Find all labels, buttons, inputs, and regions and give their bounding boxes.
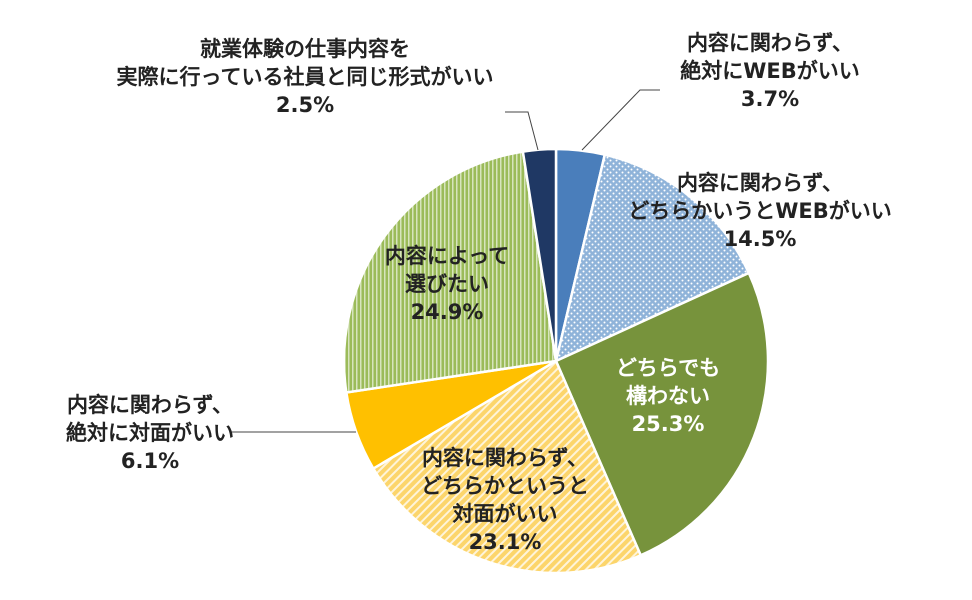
slice-label-text: 実際に行っている社員と同じ形式がいい — [117, 65, 494, 89]
slice-label-text: 就業体験の仕事内容を — [200, 37, 410, 61]
slice-label-lean-web: 内容に関わらず、どちらかいうとWEBがいい 14.5% — [628, 171, 892, 251]
pie-slice-either — [554, 271, 770, 557]
pie-slice-same-as-staff — [521, 147, 558, 362]
pie-slice-lean-face — [371, 359, 643, 575]
pie-slice-lean-web — [554, 153, 751, 364]
pie-slice-by-content — [342, 150, 558, 394]
slice-label-text: 内容に関わらず、 — [67, 393, 233, 417]
slice-label-web-absolute: 内容に関わらず、絶対にWEBがいい 3.7% — [680, 31, 860, 111]
slice-value-label: 3.7% — [741, 87, 799, 111]
slice-label-text: 内容によって — [385, 244, 509, 268]
slice-label-text: 絶対にWEBがいい — [680, 59, 860, 83]
slice-label-text: 構わない — [626, 384, 710, 408]
slice-value-label: 2.5% — [276, 93, 334, 117]
slice-value-label: 23.1% — [469, 530, 542, 554]
slice-label-text: 内容に関わらず、 — [677, 171, 843, 195]
slice-label-text: 内容に関わらず、 — [687, 31, 853, 55]
slice-label-face-absolute: 内容に関わらず、絶対に対面がいい 6.1% — [66, 393, 234, 473]
slice-label-text: 絶対に対面がいい — [66, 421, 234, 445]
slice-label-text: どちらでも — [616, 356, 720, 380]
leader-line-web-absolute — [581, 89, 660, 151]
slice-label-text: どちらかいうとWEBがいい — [628, 199, 892, 223]
slice-value-label: 24.9% — [411, 300, 484, 324]
slice-value-label: 6.1% — [121, 449, 179, 473]
slice-label-text: どちらかというと — [421, 474, 589, 498]
slice-value-label: 14.5% — [724, 227, 797, 251]
slice-label-text: 選びたい — [405, 272, 489, 296]
slice-label-text: 内容に関わらず、 — [422, 446, 588, 470]
slice-label-text: 対面がいい — [453, 502, 558, 526]
leader-line-same-as-staff — [505, 111, 539, 151]
slice-value-label: 25.3% — [632, 412, 705, 436]
